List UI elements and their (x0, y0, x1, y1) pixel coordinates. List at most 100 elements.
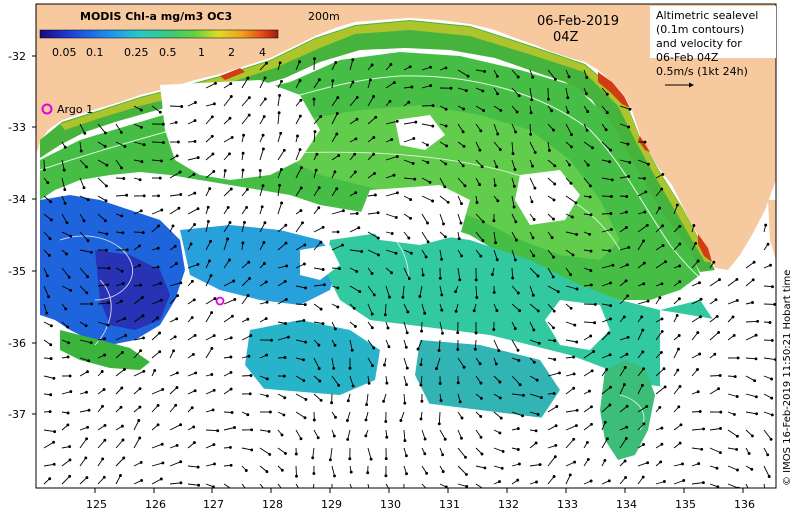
velocity-arrow (745, 483, 749, 488)
velocity-arrow (295, 222, 303, 233)
velocity-arrow-head (446, 200, 450, 204)
velocity-arrow-head (531, 236, 535, 240)
velocity-arrow (565, 425, 577, 431)
velocity-arrow-head (123, 317, 127, 321)
velocity-arrow-head (407, 277, 411, 281)
velocity-arrow-head (501, 449, 505, 453)
velocity-arrow-head (420, 329, 424, 333)
velocity-arrow-head (552, 198, 556, 202)
velocity-arrow (97, 302, 109, 305)
velocity-arrow-head (493, 183, 497, 187)
legend-line: Altimetric sealevel (656, 9, 758, 22)
velocity-arrow (61, 177, 66, 190)
velocity-arrow (457, 357, 465, 368)
velocity-arrow (259, 98, 266, 107)
velocity-arrow-head (679, 423, 683, 427)
velocity-arrow (169, 405, 177, 413)
velocity-arrow-head (278, 61, 282, 65)
velocity-arrow-head (249, 334, 253, 338)
velocity-arrow (313, 429, 319, 438)
velocity-arrow-head (534, 429, 538, 433)
velocity-arrow (61, 475, 71, 485)
velocity-arrow-head (697, 462, 701, 466)
velocity-arrow (583, 406, 592, 413)
velocity-legend: Altimetric sealevel (0.1m contours) and … (650, 6, 776, 88)
velocity-arrow-head (678, 385, 682, 388)
velocity-arrow (637, 300, 649, 305)
velocity-arrow-head (82, 186, 86, 190)
velocity-arrow (727, 447, 737, 450)
velocity-arrow-head (443, 235, 447, 239)
velocity-arrow-head (575, 287, 579, 291)
velocity-arrow-head (482, 109, 486, 113)
velocity-arrow (133, 231, 144, 234)
velocity-arrow-head (586, 163, 590, 167)
velocity-arrow (493, 123, 499, 135)
velocity-arrow-head (496, 199, 500, 203)
velocity-arrow (475, 285, 478, 298)
velocity-arrow-head (663, 385, 667, 389)
velocity-arrow (619, 159, 630, 163)
velocity-arrow-head (68, 458, 72, 462)
velocity-arrow (565, 439, 575, 449)
velocity-arrow-head (443, 185, 447, 189)
velocity-arrow (727, 393, 738, 397)
velocity-arrow (313, 267, 324, 270)
velocity-arrow-head (49, 324, 53, 328)
velocity-arrow-head (495, 74, 499, 78)
velocity-arrow-head (304, 286, 307, 290)
velocity-arrow-head (552, 326, 555, 330)
x-tick-label: 133 (557, 498, 578, 511)
velocity-arrow-head (624, 279, 628, 283)
velocity-arrow (43, 463, 55, 467)
velocity-arrow (241, 335, 252, 341)
velocity-arrow (79, 141, 82, 152)
velocity-arrow (547, 177, 556, 185)
velocity-arrow-head (282, 148, 286, 152)
velocity-arrow (205, 298, 216, 305)
velocity-arrow-head (85, 165, 88, 169)
velocity-arrow-head (591, 146, 594, 150)
velocity-arrow (79, 249, 92, 253)
velocity-arrow-head (479, 254, 483, 258)
colorbar-title: MODIS Chl-a mg/m3 OC3 (80, 10, 232, 23)
velocity-arrow-head (337, 383, 341, 387)
velocity-arrow (439, 213, 444, 225)
argo-position[interactable] (215, 296, 225, 306)
velocity-arrow (151, 105, 161, 113)
velocity-arrow (421, 66, 431, 71)
velocity-arrow-head (538, 463, 542, 467)
velocity-arrow-head (317, 343, 321, 347)
velocity-arrow-head (85, 291, 89, 295)
velocity-arrow (673, 463, 683, 467)
velocity-arrow (763, 429, 772, 440)
velocity-arrow-head (86, 370, 89, 374)
velocity-arrow-head (157, 194, 160, 198)
velocity-arrow-head (353, 324, 357, 328)
velocity-arrow-head (640, 383, 644, 387)
velocity-arrow-head (570, 215, 574, 219)
velocity-arrow-head (330, 401, 334, 405)
velocity-arrow-head (464, 472, 468, 476)
velocity-arrow (313, 284, 325, 287)
argo-marker[interactable] (41, 103, 53, 115)
velocity-arrow-head (483, 69, 487, 73)
velocity-arrow (547, 69, 556, 80)
velocity-arrow-head (156, 265, 160, 269)
velocity-arrow (346, 411, 351, 421)
velocity-arrow (436, 357, 441, 369)
offshore-cyan (180, 225, 340, 305)
velocity-arrow-head (593, 302, 597, 306)
velocity-arrow-head (700, 447, 704, 451)
velocity-arrow (61, 267, 70, 278)
velocity-arrow-head (84, 456, 88, 460)
velocity-arrow (511, 231, 517, 241)
velocity-arrow-head (139, 283, 143, 287)
velocity-arrow (511, 375, 521, 386)
velocity-arrow (79, 159, 87, 168)
velocity-arrow (529, 123, 532, 135)
velocity-arrow-head (391, 492, 393, 494)
velocity-arrow (133, 337, 144, 341)
velocity-arrow (637, 385, 643, 395)
velocity-arrow-head (388, 99, 392, 103)
